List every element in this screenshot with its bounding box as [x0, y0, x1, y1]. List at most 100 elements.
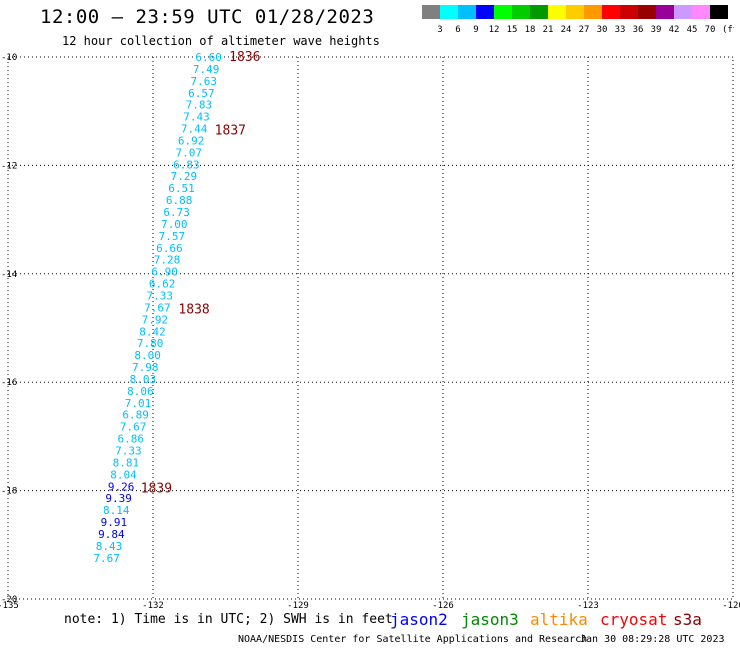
wave-height-label: 8.03	[130, 373, 157, 386]
wave-height-label: 9.39	[105, 492, 132, 505]
color-scale-label: 27	[579, 25, 590, 35]
color-swatch	[692, 5, 710, 19]
color-swatch	[584, 5, 602, 19]
lat-tick-label: -18	[1, 487, 17, 497]
wave-height-label: 6.73	[163, 206, 190, 219]
lat-tick-label: -10	[1, 53, 17, 63]
wave-height-label: 7.67	[144, 301, 171, 314]
color-swatch	[674, 5, 692, 19]
wave-height-label: 7.57	[159, 230, 186, 243]
color-scale-label: 42	[669, 25, 680, 35]
lon-tick-label: -123	[577, 601, 599, 610]
credit-line: NOAA/NESDIS Center for Satellite Applica…	[238, 634, 588, 645]
color-scale-label: 9	[473, 25, 478, 35]
color-swatch	[548, 5, 566, 19]
wave-height-label: 6.89	[122, 409, 149, 422]
color-swatch	[656, 5, 674, 19]
color-swatch	[620, 5, 638, 19]
color-scale-label: 21	[543, 25, 554, 35]
wave-height-label: 8.81	[113, 456, 140, 469]
wave-height-label: 7.80	[137, 337, 164, 350]
legend-altika: altika	[530, 610, 588, 629]
lat-tick-label: -20	[1, 595, 17, 605]
wave-height-label: 8.06	[127, 385, 154, 398]
wave-height-label: 8.42	[139, 325, 166, 338]
lon-tick-label: -135	[0, 601, 19, 610]
color-swatch	[638, 5, 656, 19]
color-scale-label: 39	[651, 25, 662, 35]
wave-height-label: 7.28	[154, 254, 181, 267]
wave-height-label: 7.33	[115, 444, 142, 457]
lat-tick-label: -14	[1, 270, 17, 280]
wave-height-label: 6.83	[173, 158, 200, 171]
legend-jason3: jason3	[461, 610, 519, 629]
wave-height-label: 6.92	[178, 134, 205, 147]
wave-height-label: 6.62	[149, 278, 176, 291]
map-title: 12:00 – 23:59 UTC 01/28/2023	[40, 6, 375, 28]
time-label: 1839	[141, 481, 172, 496]
wave-height-label: 8.00	[134, 349, 161, 362]
color-swatch	[710, 5, 728, 19]
time-label: 1836	[229, 50, 260, 65]
wave-height-label: 6.90	[151, 266, 178, 279]
legend-jason2: jason2	[390, 610, 448, 629]
wave-height-label: 7.49	[193, 63, 220, 76]
lon-tick-label: -129	[287, 601, 309, 610]
wave-height-label: 7.07	[176, 146, 203, 159]
wave-height-label: 7.98	[132, 361, 159, 374]
legend-cryosat: cryosat	[600, 610, 668, 629]
wave-height-label: 7.43	[183, 111, 210, 124]
color-swatch	[476, 5, 494, 19]
map-frame	[7, 56, 734, 600]
wave-height-label: 7.63	[191, 75, 218, 88]
wave-height-label: 8.43	[96, 540, 123, 553]
units-note: note: 1) Time is in UTC; 2) SWH is in fe…	[64, 612, 393, 627]
color-scale-label: 45	[687, 25, 698, 35]
wave-height-label: 7.67	[120, 421, 147, 434]
wave-height-label: 6.51	[168, 182, 195, 195]
lat-tick-label: -12	[1, 161, 17, 171]
color-swatch	[494, 5, 512, 19]
color-swatch	[440, 5, 458, 19]
color-scale-label: 33	[615, 25, 626, 35]
color-scale-label: 3	[437, 25, 442, 35]
time-label: 1837	[215, 124, 246, 139]
wave-height-label: 7.92	[142, 313, 169, 326]
wave-height-label: 6.66	[156, 242, 183, 255]
wave-height-label: 9.26	[108, 480, 135, 493]
wave-height-label: 7.29	[171, 170, 198, 183]
lon-tick-label: -120	[722, 601, 740, 610]
color-scale-label: 24	[561, 25, 572, 35]
lat-tick-label: -16	[1, 378, 17, 388]
wave-height-label: 6.60	[195, 51, 222, 64]
wave-height-label: 7.67	[93, 552, 120, 565]
color-swatch	[566, 5, 584, 19]
wave-height-label: 7.00	[161, 218, 188, 231]
wave-height-label: 6.86	[118, 433, 145, 446]
wave-height-label: 6.88	[166, 194, 193, 207]
wave-height-label: 7.44	[181, 123, 208, 136]
wave-height-label: 9.91	[101, 516, 128, 529]
wave-height-label: 8.04	[110, 468, 137, 481]
color-scale-label: 70	[705, 25, 716, 35]
lon-tick-label: -126	[432, 601, 454, 610]
color-scale-label: 18	[525, 25, 536, 35]
color-scale-unit: (ft)	[722, 25, 734, 35]
color-swatch	[530, 5, 548, 19]
map-subtitle: 12 hour collection of altimeter wave hei…	[62, 34, 380, 48]
wave-height-label: 7.01	[125, 397, 152, 410]
color-swatch	[512, 5, 530, 19]
color-scale-label: 36	[633, 25, 644, 35]
wave-height-label: 6.57	[188, 87, 215, 100]
color-swatch	[602, 5, 620, 19]
color-scale-label: 15	[507, 25, 518, 35]
lon-tick-label: -132	[142, 601, 164, 610]
wave-height-label: 7.83	[186, 99, 213, 112]
time-label: 1838	[178, 303, 209, 318]
color-scale-label: 6	[455, 25, 460, 35]
color-swatch	[422, 5, 440, 19]
legend-s3a: s3a	[673, 610, 702, 629]
color-swatch	[458, 5, 476, 19]
generated-timestamp: Jan 30 08:29:28 UTC 2023	[580, 634, 725, 645]
color-scale-label: 12	[489, 25, 500, 35]
